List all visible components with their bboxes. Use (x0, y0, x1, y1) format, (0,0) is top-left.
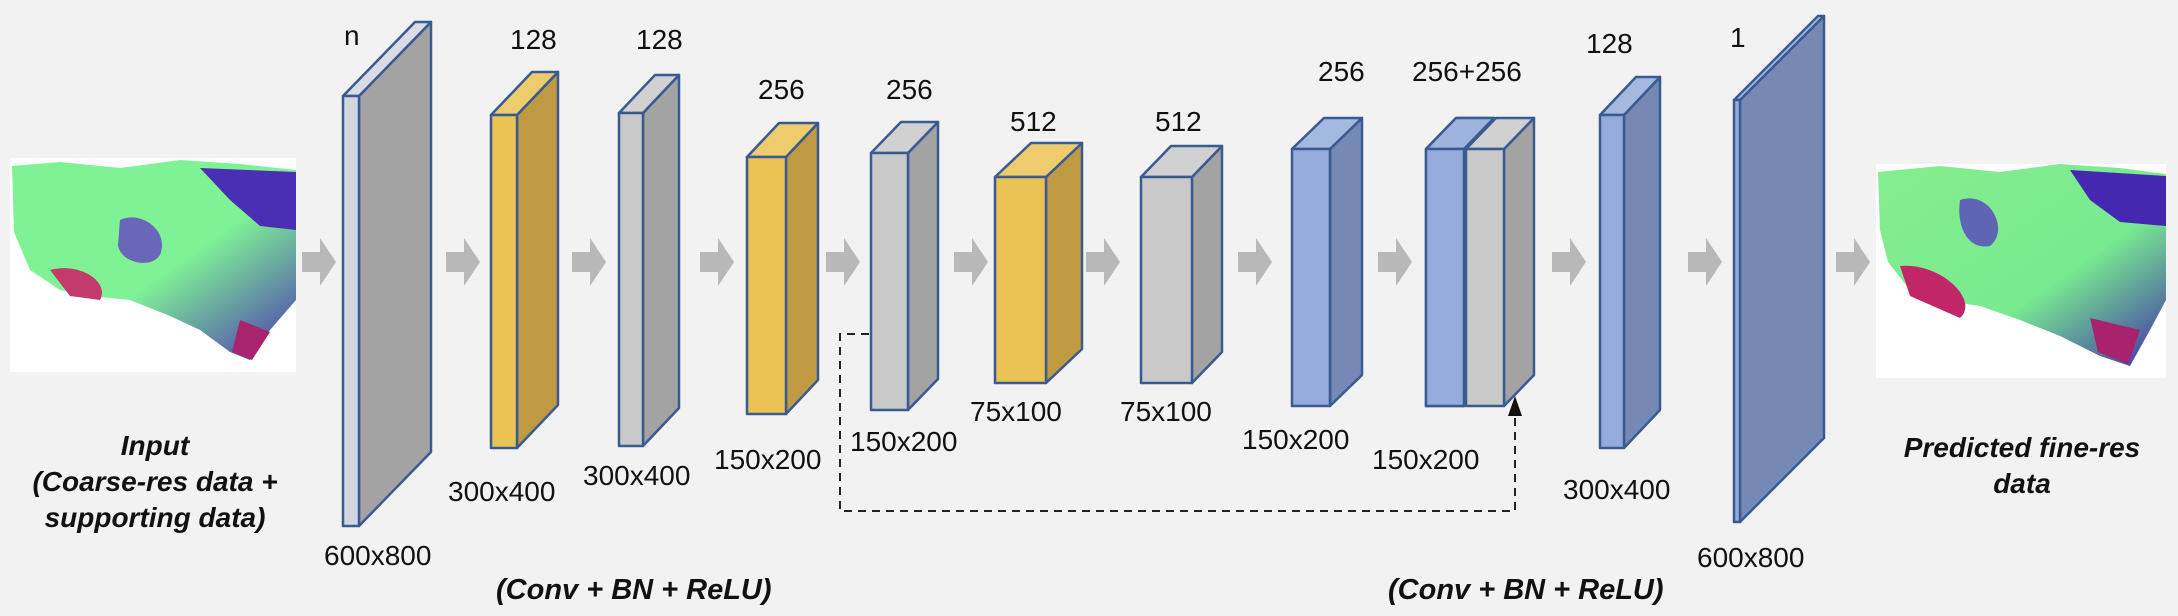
flow-arrow-5 (826, 238, 860, 286)
size-label-layer-3: 300x400 (583, 460, 691, 491)
layer-block-2-side (515, 70, 560, 450)
layer-block-11-front (1732, 98, 1742, 524)
layer-block-1-side (357, 20, 433, 528)
input-caption-line-2: (Coarse-res data + (32, 466, 278, 497)
operation-label-decoder: (Conv + BN + ReLU) (1388, 574, 1664, 606)
channel-label-layer-9: 256+256 (1412, 56, 1522, 87)
layer-block-5 (869, 120, 940, 412)
flow-arrow-11 (1688, 238, 1722, 286)
layer-block-4-side (784, 121, 820, 416)
layer-block-2 (489, 70, 560, 450)
layer-block-4-front (745, 155, 788, 416)
layer-block-8 (1290, 116, 1364, 408)
size-label-layer-11: 600x800 (1697, 542, 1805, 573)
size-label-layer-6: 75x100 (970, 396, 1062, 427)
layer-block-2-front (489, 113, 519, 450)
layer-block-7 (1139, 144, 1224, 385)
output-caption-line-1: Predicted fine-res (1903, 432, 2141, 463)
size-label-layer-10: 300x400 (1563, 474, 1671, 505)
layer-block-7-side (1190, 144, 1224, 385)
layer-block-6-front (993, 175, 1048, 385)
flow-arrow-3 (572, 238, 606, 286)
layer-block-10-side (1622, 75, 1662, 450)
layer-block-7-front (1139, 175, 1194, 385)
layer-block-3-front (617, 111, 645, 448)
channel-label-layer-5: 256 (886, 74, 933, 105)
flow-arrow-10 (1552, 238, 1586, 286)
channel-label-layer-6: 512 (1010, 106, 1057, 137)
size-label-layer-5: 150x200 (850, 426, 958, 457)
input-map-image (10, 158, 296, 372)
layer-block-5-side (906, 120, 940, 412)
input-caption-line-1: Input (120, 430, 190, 461)
layer-block-8-side (1328, 116, 1364, 408)
size-label-layer-4: 150x200 (714, 444, 822, 475)
channel-label-layer-1: n (344, 20, 360, 51)
layer-block-8-front (1290, 147, 1332, 408)
input-caption: Input (Coarse-res data + supporting data… (10, 428, 300, 536)
output-map-image (1876, 164, 2166, 378)
channel-label-layer-2: 128 (510, 24, 557, 55)
layer-block-9-b-side (1502, 116, 1536, 408)
layer-block-1 (341, 20, 433, 528)
flow-arrow-6 (954, 238, 988, 286)
flow-arrow-2 (446, 238, 480, 286)
flow-arrow-8 (1238, 238, 1272, 286)
skip-connection (839, 333, 1522, 512)
size-label-layer-2: 300x400 (448, 476, 556, 507)
layer-block-4 (745, 121, 820, 416)
output-caption-line-2: data (1993, 468, 2051, 499)
layer-block-9-b-front (1464, 147, 1506, 408)
channel-label-layer-10: 128 (1586, 28, 1633, 59)
flow-arrow-4 (700, 238, 734, 286)
layer-block-10-front (1598, 113, 1626, 450)
flow-arrow-7 (1086, 238, 1120, 286)
layer-block-9 (1424, 116, 1536, 408)
layer-block-6 (993, 141, 1084, 385)
output-caption: Predicted fine-res data (1872, 430, 2172, 502)
size-label-layer-9: 150x200 (1372, 444, 1480, 475)
channel-label-layer-7: 512 (1155, 106, 1202, 137)
flow-arrow-12 (1836, 238, 1870, 286)
layer-block-10 (1598, 75, 1662, 450)
layer-block-6-side (1044, 141, 1084, 385)
layer-block-9-a-front (1424, 147, 1466, 408)
flow-arrow-9 (1378, 238, 1412, 286)
layer-blocks (341, 14, 1826, 528)
layer-block-5-front (869, 151, 910, 412)
layer-block-11 (1732, 14, 1826, 524)
layer-block-1-front (341, 94, 361, 528)
skip-arrowhead (1508, 396, 1522, 416)
flow-arrow-1 (302, 238, 336, 286)
layer-block-11-side (1738, 14, 1826, 524)
flow-arrows (302, 238, 1870, 286)
size-label-layer-8: 150x200 (1242, 424, 1350, 455)
size-label-layer-1: 600x800 (324, 540, 432, 571)
layer-block-3 (617, 73, 681, 448)
channel-label-layer-11: 1 (1730, 22, 1746, 53)
channel-label-layer-3: 128 (636, 24, 683, 55)
input-caption-line-3: supporting data) (44, 502, 266, 533)
channel-label-layer-8: 256 (1318, 56, 1365, 87)
size-label-layer-7: 75x100 (1120, 396, 1212, 427)
layer-block-3-side (641, 73, 681, 448)
operation-label-encoder: (Conv + BN + ReLU) (496, 574, 772, 606)
channel-label-layer-4: 256 (758, 74, 805, 105)
